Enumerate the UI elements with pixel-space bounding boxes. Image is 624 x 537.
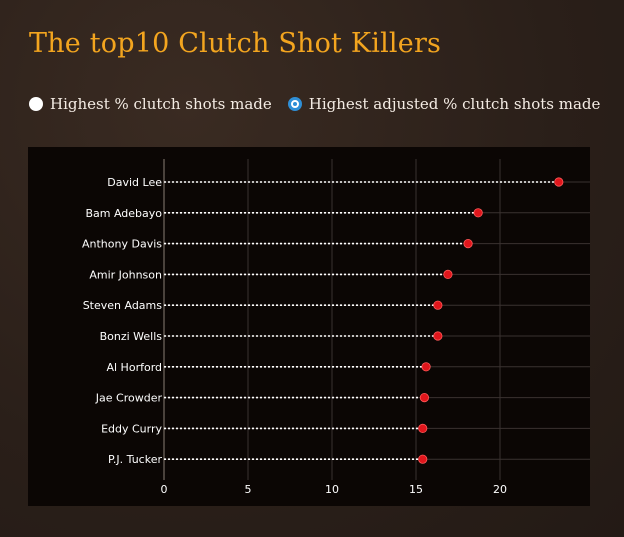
y-tick-label: Bonzi Wells [100, 330, 163, 343]
y-tick-label: Bam Adebayo [85, 207, 162, 220]
x-tick-label: 5 [245, 483, 252, 496]
lollipop-point [463, 239, 473, 249]
x-tick-label: 15 [409, 483, 423, 496]
radio-button-selected-icon[interactable] [287, 97, 302, 111]
lollipop-chart: David Lee Bam Adebayo Anthony Davis Amir Jo… [82, 159, 599, 496]
radio-button-icon[interactable] [29, 97, 43, 111]
radio-option-clutch-pct[interactable]: Highest % clutch shots made [29, 95, 272, 113]
y-tick-label: Eddy Curry [101, 422, 162, 435]
lollipop-point [473, 208, 483, 218]
y-tick-label: Jae Crowder [95, 392, 163, 405]
lollipop-point [421, 362, 431, 372]
y-tick-label: Al Horford [106, 361, 162, 374]
x-tick-label: 0 [161, 483, 168, 496]
lollipop-point [443, 269, 453, 280]
y-tick-label: P.J. Tucker [108, 453, 162, 466]
lollipop-point [419, 393, 429, 403]
chart-panel: David Lee Bam Adebayo Anthony Davis Amir Jo… [28, 147, 599, 506]
y-tick-label: Anthony Davis [82, 238, 162, 251]
lollipop-point [433, 331, 443, 341]
y-tick-label: Steven Adams [83, 299, 163, 312]
radio-option-label: Highest % clutch shots made [50, 95, 272, 113]
y-tick-label: Amir Johnson [89, 268, 162, 281]
lollipop-point [418, 423, 428, 433]
radio-option-adjusted-clutch-pct[interactable]: Highest adjusted % clutch shots made [287, 95, 601, 113]
x-tick-label: 20 [493, 483, 507, 496]
y-tick-label: David Lee [107, 176, 162, 189]
metric-radio-group: Highest % clutch shots made Highest adju… [29, 95, 616, 113]
page-title: The top10 Clutch Shot Killers [29, 28, 442, 59]
radio-option-label: Highest adjusted % clutch shots made [308, 95, 601, 113]
lollipop-point [433, 300, 443, 310]
lollipop-point [418, 454, 428, 464]
x-tick-label: 10 [325, 483, 339, 496]
lollipop-point [554, 177, 564, 187]
